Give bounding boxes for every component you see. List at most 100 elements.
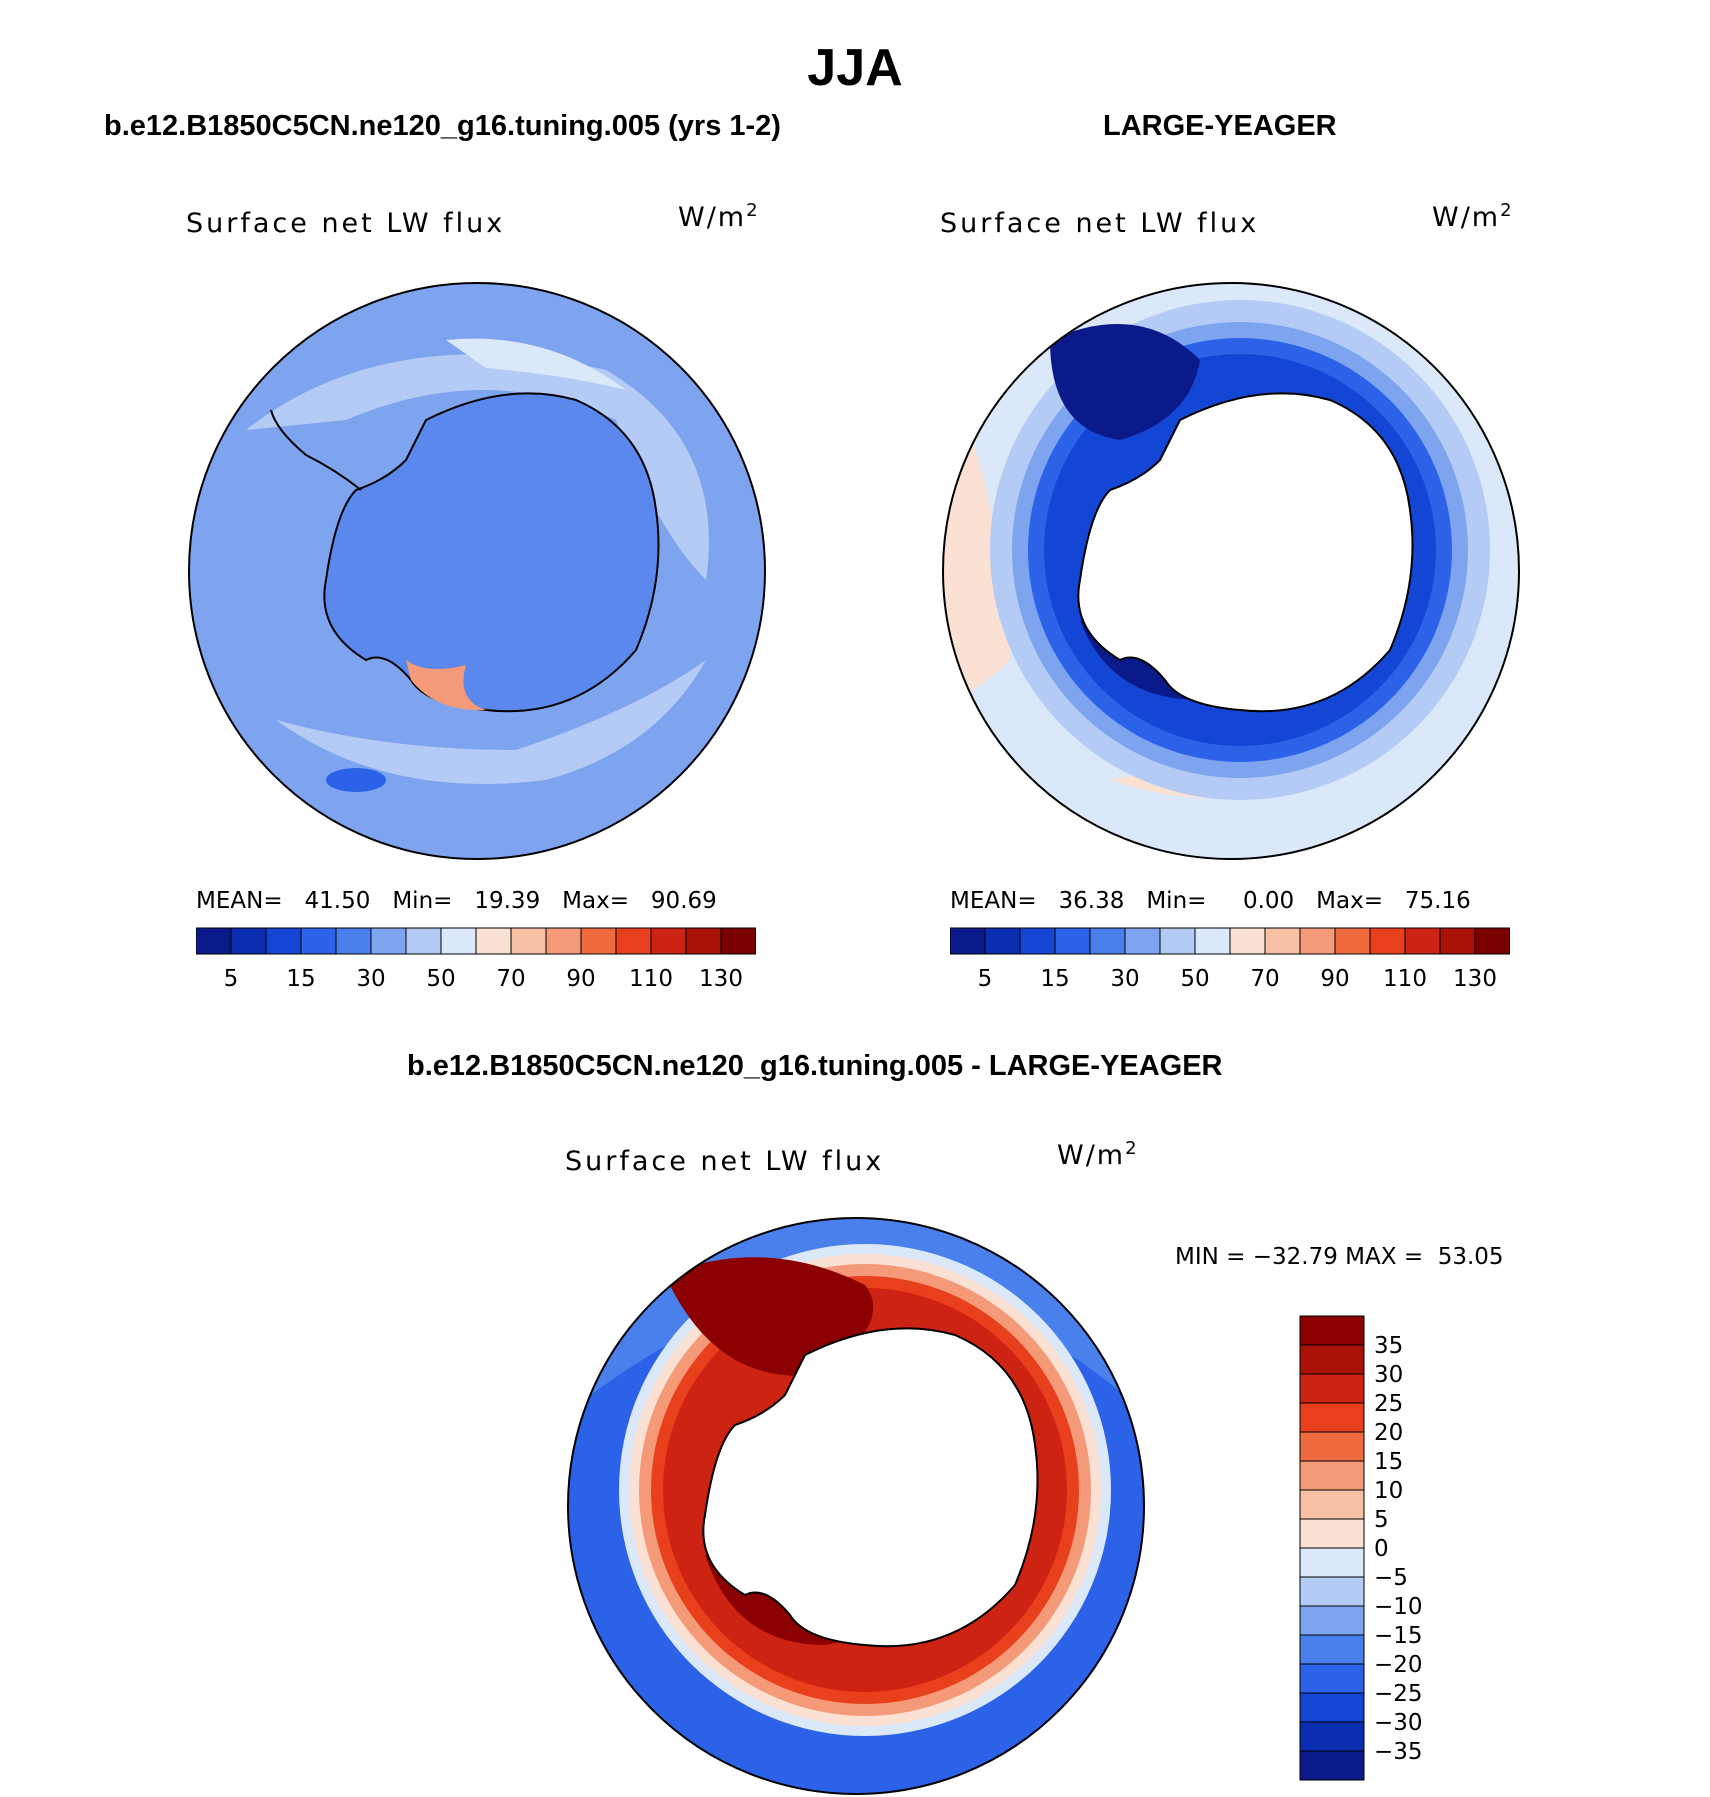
model-min-value: 19.39 — [474, 888, 541, 914]
diff-variable-label: Surface net LW flux — [565, 1146, 885, 1177]
model-units-label: W/m2 — [678, 200, 760, 233]
model-colorbar-box — [720, 927, 756, 955]
obs-units-label: W/m2 — [1432, 200, 1514, 233]
model-colorbar-box — [685, 927, 722, 955]
model-colorbar-box — [335, 927, 372, 955]
obs-colorbar-tick-label: 5 — [978, 966, 993, 992]
model-map-border — [188, 282, 766, 860]
obs-colorbar-tick-label: 70 — [1250, 966, 1279, 992]
obs-colorbar-box — [1229, 927, 1266, 955]
diff-colorbar: 35 30 25 20 15 10 5 0 −5 −10 −15 −20 −25 −30 −35 — [1299, 1315, 1423, 1781]
obs-colorbar-tick-label: 90 — [1320, 966, 1349, 992]
model-colorbar-tick-label: 50 — [426, 966, 455, 992]
diff-map — [567, 1217, 1145, 1795]
obs-map-deep-north — [1050, 324, 1200, 440]
obs-min-value: 0.00 — [1242, 888, 1295, 914]
obs-colorbar-box — [1194, 927, 1231, 955]
model-mean-value: 41.50 — [304, 888, 371, 914]
diff-units-label: W/m2 — [1057, 1138, 1139, 1171]
model-colorbar-tick-label: 110 — [629, 966, 673, 992]
diff-map-border — [567, 1217, 1145, 1795]
diff-colorbar-tick-label: 10 — [1374, 1478, 1403, 1504]
obs-colorbar-box — [1264, 927, 1301, 955]
model-map-ross-shelf — [406, 660, 486, 711]
model-colorbar-tick-label: 5 — [224, 966, 239, 992]
model-colorbar-box — [265, 927, 302, 955]
obs-colorbar-tick-label: 30 — [1110, 966, 1139, 992]
diff-colorbar-tick-label: 35 — [1374, 1333, 1403, 1359]
obs-colorbar-box — [1159, 927, 1196, 955]
diff-map-max-north — [665, 1257, 874, 1376]
diff-colorbar-box — [1299, 1518, 1365, 1549]
diff-colorbar-box — [1299, 1373, 1365, 1404]
obs-colorbar-box — [1089, 927, 1126, 955]
diff-colorbar-tick-label: −10 — [1374, 1594, 1423, 1620]
model-colorbar-box — [510, 927, 547, 955]
model-colorbar-box — [196, 927, 232, 955]
model-colorbar-box — [405, 927, 442, 955]
model-case-title: b.e12.B1850C5CN.ne120_g16.tuning.005 (yr… — [104, 110, 781, 142]
model-colorbar-box — [370, 927, 407, 955]
model-colorbar-box — [475, 927, 512, 955]
obs-colorbar-box — [1439, 927, 1476, 955]
obs-colorbar-box — [1404, 927, 1441, 955]
obs-colorbar-tick-label: 130 — [1453, 966, 1497, 992]
diff-colorbar-tick-label: 5 — [1374, 1507, 1389, 1533]
obs-map-border — [942, 282, 1520, 860]
diff-colorbar-tick-label: −20 — [1374, 1652, 1423, 1678]
model-colorbar-box — [300, 927, 337, 955]
diff-colorbar-box — [1299, 1489, 1365, 1520]
diff-colorbar-box — [1299, 1431, 1365, 1462]
obs-colorbar-box — [984, 927, 1021, 955]
model-colorbar-tick-label: 30 — [356, 966, 385, 992]
obs-map-antarctica — [1077, 392, 1414, 713]
obs-min-label: Min= — [1146, 888, 1207, 914]
diff-colorbar-box — [1299, 1315, 1365, 1346]
diff-colorbar-box — [1299, 1576, 1365, 1607]
diff-stats: MIN = −32.79 MAX = 53.05 — [1175, 1244, 1504, 1270]
obs-stats: MEAN= 36.38 Min= 0.00 Max= 75.16 — [950, 888, 1471, 914]
model-colorbar-box — [580, 927, 617, 955]
model-max-value: 90.69 — [650, 888, 717, 914]
diff-min-value: −32.79 — [1252, 1244, 1338, 1270]
model-colorbar-tick-label: 70 — [496, 966, 525, 992]
obs-mean-value: 36.38 — [1058, 888, 1125, 914]
model-mean-label: MEAN= — [196, 888, 283, 914]
model-map-peninsula — [270, 409, 362, 491]
diff-max-label: MAX = — [1345, 1244, 1424, 1270]
diff-case-title: b.e12.B1850C5CN.ne120_g16.tuning.005 - L… — [407, 1050, 1223, 1082]
obs-colorbar-box — [1334, 927, 1371, 955]
obs-colorbar-box — [1299, 927, 1336, 955]
diff-colorbar-tick-label: −15 — [1374, 1623, 1423, 1649]
model-colorbar: 5 15 30 50 70 90 110 130 — [196, 927, 756, 992]
model-colorbar-box — [615, 927, 652, 955]
obs-colorbar-box — [1474, 927, 1510, 955]
model-map-band-light-2 — [276, 660, 706, 784]
model-stats: MEAN= 41.50 Min= 19.39 Max= 90.69 — [196, 888, 717, 914]
diff-colorbar-box — [1299, 1692, 1365, 1723]
obs-colorbar-tick-label: 110 — [1383, 966, 1427, 992]
obs-colorbar-box — [1369, 927, 1406, 955]
model-colorbar-box — [545, 927, 582, 955]
obs-max-value: 75.16 — [1404, 888, 1471, 914]
model-variable-label: Surface net LW flux — [186, 208, 506, 239]
model-colorbar-box — [230, 927, 267, 955]
diff-colorbar-tick-label: −25 — [1374, 1681, 1423, 1707]
diff-min-label: MIN = — [1175, 1244, 1246, 1270]
diff-colorbar-box — [1299, 1402, 1365, 1433]
diff-colorbar-box — [1299, 1750, 1365, 1781]
diff-map-antarctica — [702, 1327, 1039, 1648]
obs-case-title: LARGE-YEAGER — [1103, 110, 1337, 142]
model-colorbar-tick-label: 15 — [286, 966, 315, 992]
diff-colorbar-box — [1299, 1460, 1365, 1491]
model-colorbar-box — [650, 927, 687, 955]
diff-colorbar-tick-label: 30 — [1374, 1362, 1403, 1388]
model-map-patch — [326, 768, 386, 792]
obs-colorbar-box — [1054, 927, 1091, 955]
obs-max-label: Max= — [1316, 888, 1383, 914]
diff-max-value: 53.05 — [1437, 1244, 1504, 1270]
obs-colorbar-box — [1124, 927, 1161, 955]
obs-variable-label: Surface net LW flux — [940, 208, 1260, 239]
figure-title: JJA — [807, 39, 903, 97]
model-max-label: Max= — [562, 888, 629, 914]
